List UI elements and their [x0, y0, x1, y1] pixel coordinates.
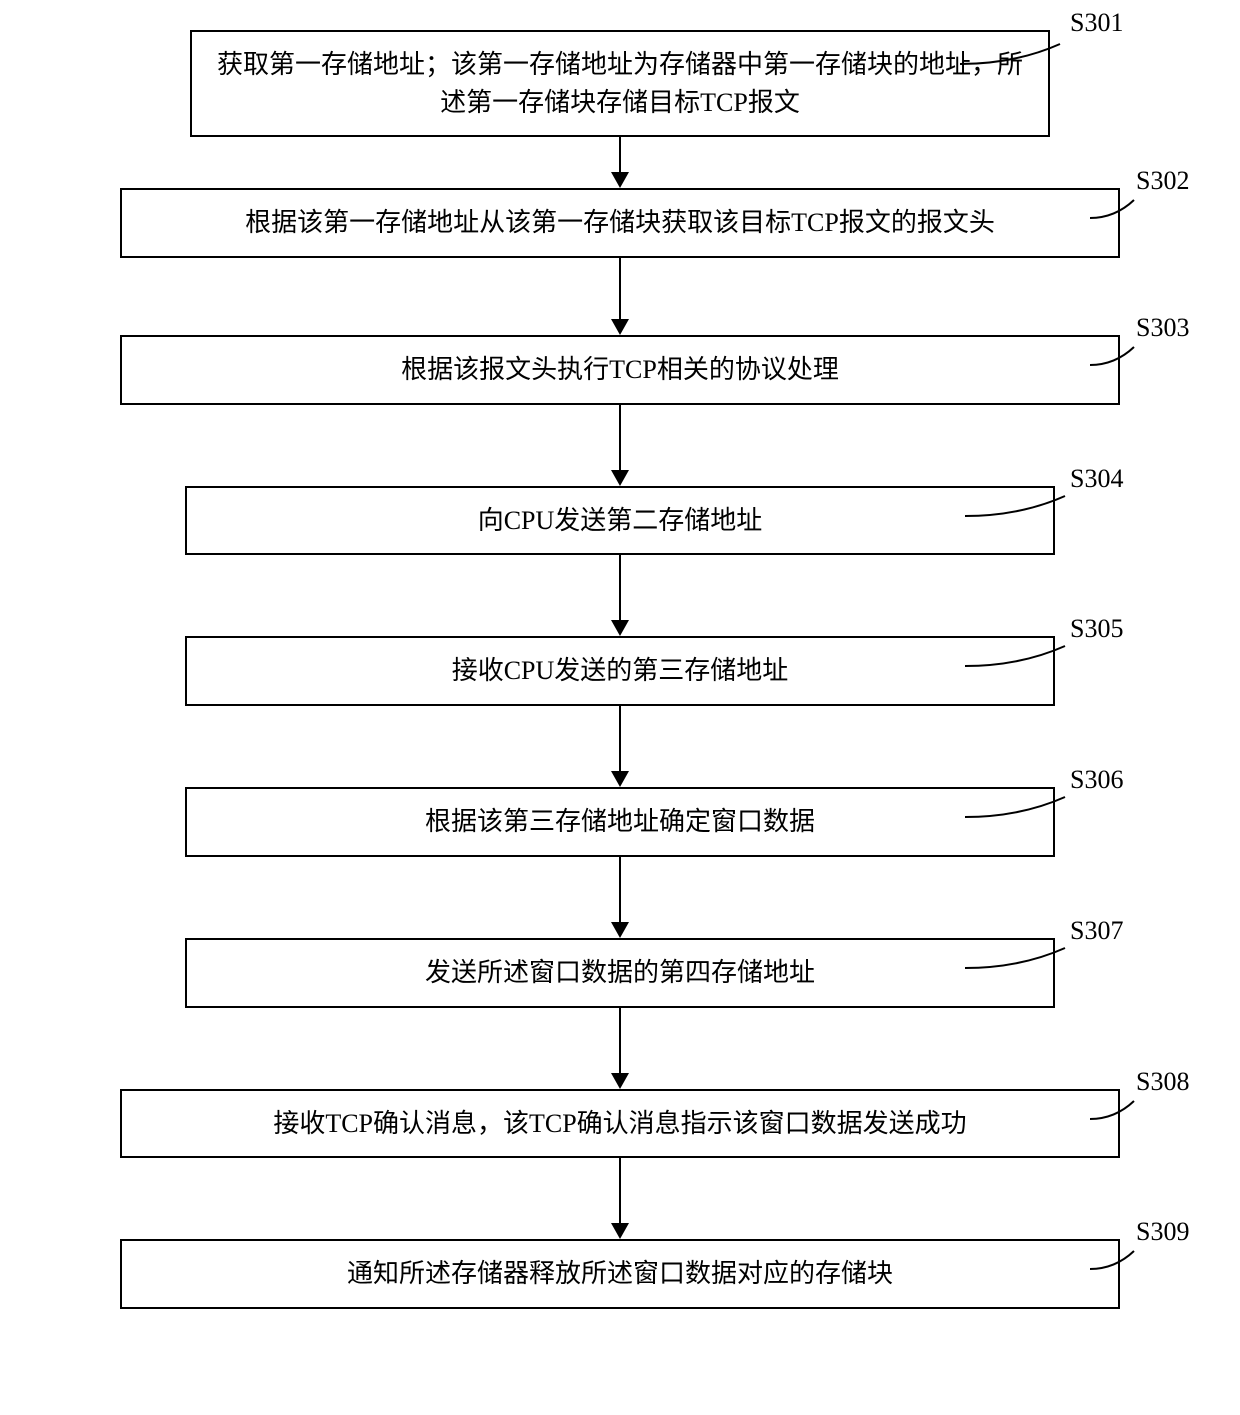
arrow-head-icon	[611, 1073, 629, 1089]
step-label-s304: S304	[1070, 464, 1123, 494]
step-label-s302: S302	[1136, 166, 1189, 196]
step-box-s305: 接收CPU发送的第三存储地址	[185, 636, 1055, 706]
connector-curve-s307	[965, 946, 1085, 986]
step-box-s302: 根据该第一存储地址从该第一存储块获取该目标TCP报文的报文头	[120, 188, 1120, 258]
step-box-s307: 发送所述窗口数据的第四存储地址	[185, 938, 1055, 1008]
arrow-head-icon	[611, 172, 629, 188]
arrow-s304-s305	[611, 555, 629, 636]
step-text-s307: 发送所述窗口数据的第四存储地址	[425, 954, 815, 992]
step-row-s309: 通知所述存储器释放所述窗口数据对应的存储块 S309	[20, 1239, 1220, 1309]
arrow-head-icon	[611, 620, 629, 636]
step-box-s304: 向CPU发送第二存储地址	[185, 486, 1055, 556]
step-text-s304: 向CPU发送第二存储地址	[478, 502, 763, 540]
step-row-s307: 发送所述窗口数据的第四存储地址 S307	[20, 938, 1220, 1008]
step-label-s307: S307	[1070, 916, 1123, 946]
step-label-s305: S305	[1070, 614, 1123, 644]
step-box-s309: 通知所述存储器释放所述窗口数据对应的存储块	[120, 1239, 1120, 1309]
step-row-s304: 向CPU发送第二存储地址 S304	[20, 486, 1220, 556]
step-label-s309: S309	[1136, 1217, 1189, 1247]
step-text-s301: 获取第一存储地址；该第一存储地址为存储器中第一存储块的地址，所述第一存储块存储目…	[210, 46, 1030, 121]
connector-curve-s304	[965, 494, 1085, 534]
step-row-s301: 获取第一存储地址；该第一存储地址为存储器中第一存储块的地址，所述第一存储块存储目…	[20, 30, 1220, 137]
step-box-s303: 根据该报文头执行TCP相关的协议处理	[120, 335, 1120, 405]
connector-curve-s309	[1090, 1249, 1150, 1285]
step-label-s306: S306	[1070, 765, 1123, 795]
step-text-s305: 接收CPU发送的第三存储地址	[452, 652, 789, 690]
step-row-s308: 接收TCP确认消息，该TCP确认消息指示该窗口数据发送成功 S308	[20, 1089, 1220, 1159]
connector-curve-s305	[965, 644, 1085, 684]
flowchart-container: 获取第一存储地址；该第一存储地址为存储器中第一存储块的地址，所述第一存储块存储目…	[20, 30, 1220, 1309]
arrow-head-icon	[611, 319, 629, 335]
step-box-s308: 接收TCP确认消息，该TCP确认消息指示该窗口数据发送成功	[120, 1089, 1120, 1159]
arrow-s307-s308	[611, 1008, 629, 1089]
connector-curve-s303	[1090, 345, 1150, 381]
arrow-s301-s302	[611, 137, 629, 188]
arrow-head-icon	[611, 771, 629, 787]
arrow-s303-s304	[611, 405, 629, 486]
step-box-s301: 获取第一存储地址；该第一存储地址为存储器中第一存储块的地址，所述第一存储块存储目…	[190, 30, 1050, 137]
connector-curve-s308	[1090, 1099, 1150, 1135]
step-row-s306: 根据该第三存储地址确定窗口数据 S306	[20, 787, 1220, 857]
step-label-s303: S303	[1136, 313, 1189, 343]
step-text-s306: 根据该第三存储地址确定窗口数据	[425, 803, 815, 841]
arrow-s308-s309	[611, 1158, 629, 1239]
step-box-s306: 根据该第三存储地址确定窗口数据	[185, 787, 1055, 857]
connector-curve-s302	[1090, 198, 1150, 234]
step-text-s302: 根据该第一存储地址从该第一存储块获取该目标TCP报文的报文头	[245, 204, 995, 242]
arrow-head-icon	[611, 1223, 629, 1239]
arrow-s302-s303	[611, 258, 629, 335]
connector-curve-s306	[965, 795, 1085, 835]
arrow-s305-s306	[611, 706, 629, 787]
arrow-head-icon	[611, 470, 629, 486]
step-text-s303: 根据该报文头执行TCP相关的协议处理	[401, 351, 839, 389]
step-label-s301: S301	[1070, 8, 1123, 38]
step-text-s309: 通知所述存储器释放所述窗口数据对应的存储块	[347, 1255, 893, 1293]
step-row-s305: 接收CPU发送的第三存储地址 S305	[20, 636, 1220, 706]
arrow-s306-s307	[611, 857, 629, 938]
step-text-s308: 接收TCP确认消息，该TCP确认消息指示该窗口数据发送成功	[273, 1105, 966, 1143]
step-row-s303: 根据该报文头执行TCP相关的协议处理 S303	[20, 335, 1220, 405]
arrow-head-icon	[611, 922, 629, 938]
step-label-s308: S308	[1136, 1067, 1189, 1097]
step-row-s302: 根据该第一存储地址从该第一存储块获取该目标TCP报文的报文头 S302	[20, 188, 1220, 258]
connector-curve-s301	[960, 42, 1080, 82]
